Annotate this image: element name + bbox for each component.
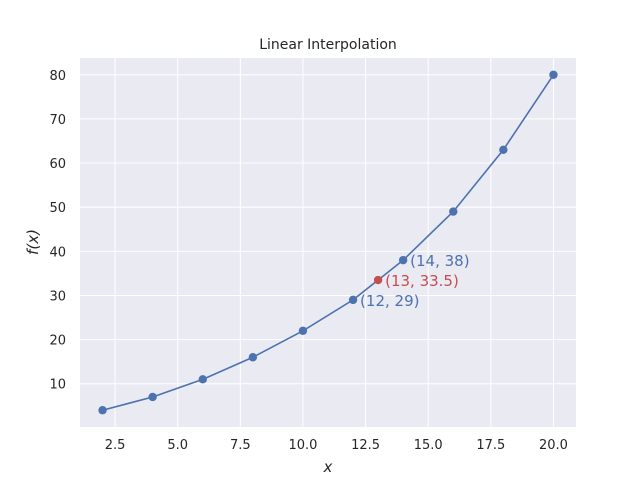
data-point — [398, 255, 408, 265]
x-tick-label: 2.5 — [105, 438, 126, 453]
y-tick-label: 50 — [49, 201, 66, 216]
interpolated-point — [373, 275, 383, 285]
point-annotation: (13, 33.5) — [385, 272, 459, 290]
x-tick-label: 7.5 — [230, 438, 251, 453]
y-tick-label: 80 — [49, 69, 66, 84]
plot-area — [80, 58, 576, 427]
data-point — [98, 406, 107, 415]
data-point — [499, 145, 508, 155]
point-annotation: (14, 38) — [410, 252, 469, 270]
series-line — [102, 74, 555, 412]
data-point — [348, 295, 358, 305]
y-tick-label: 60 — [49, 157, 66, 172]
y-axis-label: f(x) — [24, 229, 42, 255]
x-tick-label: 20.0 — [539, 438, 568, 453]
y-tick-label: 70 — [49, 113, 66, 128]
data-point — [298, 326, 308, 335]
x-tick-labels: 2.5 5.0 7.5 10.0 12.5 15.0 17.5 20.0 — [105, 438, 568, 453]
x-tick-label: 5.0 — [167, 438, 188, 453]
data-point — [248, 353, 258, 362]
y-tick-label: 40 — [49, 245, 66, 260]
y-tick-label: 20 — [49, 334, 66, 349]
y-tick-label: 10 — [49, 378, 66, 393]
data-point — [549, 70, 558, 79]
data-point — [198, 375, 207, 384]
data-point — [148, 392, 157, 402]
annotations: (12, 29) (14, 38) (13, 33.5) — [360, 252, 470, 310]
x-tick-label: 17.5 — [476, 438, 505, 453]
y-tick-label: 30 — [49, 289, 66, 304]
chart-title: Linear Interpolation — [259, 37, 397, 53]
x-tick-label: 15.0 — [414, 438, 443, 453]
series — [98, 70, 558, 415]
point-annotation: (12, 29) — [360, 292, 419, 310]
y-tick-labels: 10 20 30 40 50 60 70 80 — [49, 69, 66, 393]
x-axis-label: x — [323, 458, 333, 476]
x-tick-label: 12.5 — [351, 438, 380, 453]
x-tick-label: 10.0 — [288, 438, 317, 453]
data-point — [449, 207, 458, 216]
